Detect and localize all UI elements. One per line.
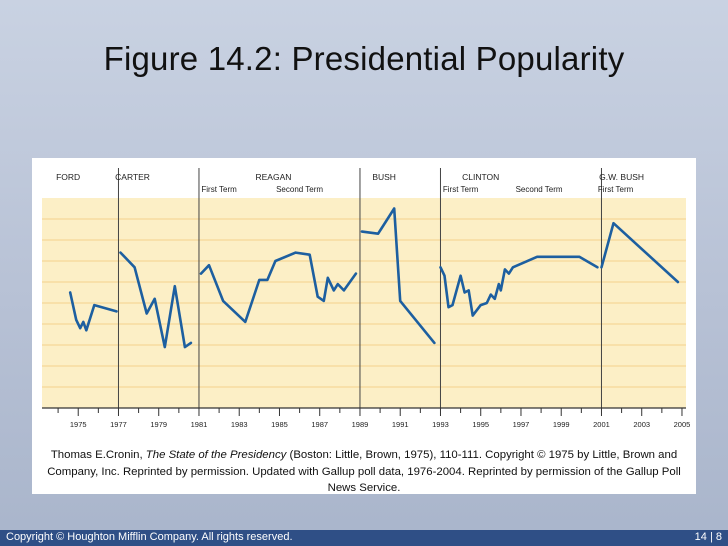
x-tick-label: 1991: [392, 420, 409, 429]
x-tick-label: 1979: [150, 420, 167, 429]
slide-footer: Copyright © Houghton Mifflin Company. Al…: [0, 530, 728, 546]
approval-line: [199, 251, 358, 324]
x-tick-label: 1977: [110, 420, 127, 429]
president-label: CARTER: [115, 172, 150, 182]
approval-line: [600, 221, 680, 284]
page-number: 14 | 8: [694, 531, 722, 543]
slide-title: Figure 14.2: Presidential Popularity: [103, 40, 625, 77]
president-label: G.W. BUSH: [599, 172, 644, 182]
x-tick-label: 2005: [674, 420, 691, 429]
copyright-text: Copyright © Houghton Mifflin Company. Al…: [6, 531, 293, 543]
figure-panel: 1975 1977 1979 1981 1983 1985 1987 1989 1991 1993…: [32, 158, 696, 494]
president-labels: FORD CARTER REAGAN BUSH CLINTON G.W. BUSH Firs…: [56, 172, 644, 194]
gridlines: [42, 218, 686, 388]
president-label: REAGAN: [255, 172, 291, 182]
x-tick-label: 1989: [352, 420, 369, 429]
x-tick-label: 2001: [593, 420, 610, 429]
approval-line: [68, 291, 118, 332]
x-tick-label: 1999: [553, 420, 570, 429]
x-tick-label: 1997: [513, 420, 530, 429]
term-label: First Term: [201, 185, 237, 194]
x-tick-label: 1985: [271, 420, 288, 429]
president-label: CLINTON: [462, 172, 499, 182]
x-tick-label: 1993: [432, 420, 449, 429]
figure-caption: Thomas E.Cronin, The State of the Presid…: [40, 447, 688, 497]
approval-line: [360, 207, 436, 345]
president-label: BUSH: [372, 172, 396, 182]
x-tick-label: 1995: [472, 420, 489, 429]
popularity-series: [68, 207, 680, 349]
term-label: First Term: [598, 185, 634, 194]
term-label: Second Term: [516, 185, 563, 194]
x-tick-label: 1983: [231, 420, 248, 429]
x-axis: 1975 1977 1979 1981 1983 1985 1987 1989 1991 1993…: [42, 407, 691, 429]
term-label: Second Term: [276, 185, 323, 194]
president-label: FORD: [56, 172, 80, 182]
caption-source-text: (Boston: Little, Brown, 1975), 110-111. …: [47, 449, 681, 494]
x-tick-label: 1975: [70, 420, 87, 429]
x-tick-label: 1981: [191, 420, 208, 429]
x-tick-label: 2003: [633, 420, 650, 429]
approval-line: [119, 251, 193, 349]
popularity-chart: 1975 1977 1979 1981 1983 1985 1987 1989 1991 1993…: [42, 168, 691, 429]
caption-author: Thomas E.Cronin,: [50, 449, 146, 461]
caption-book-title: The State of the Presidency: [145, 449, 287, 461]
x-tick-label: 1987: [311, 420, 328, 429]
term-label: First Term: [443, 185, 479, 194]
administration-dividers: [117, 168, 602, 408]
approval-line: [439, 255, 599, 317]
